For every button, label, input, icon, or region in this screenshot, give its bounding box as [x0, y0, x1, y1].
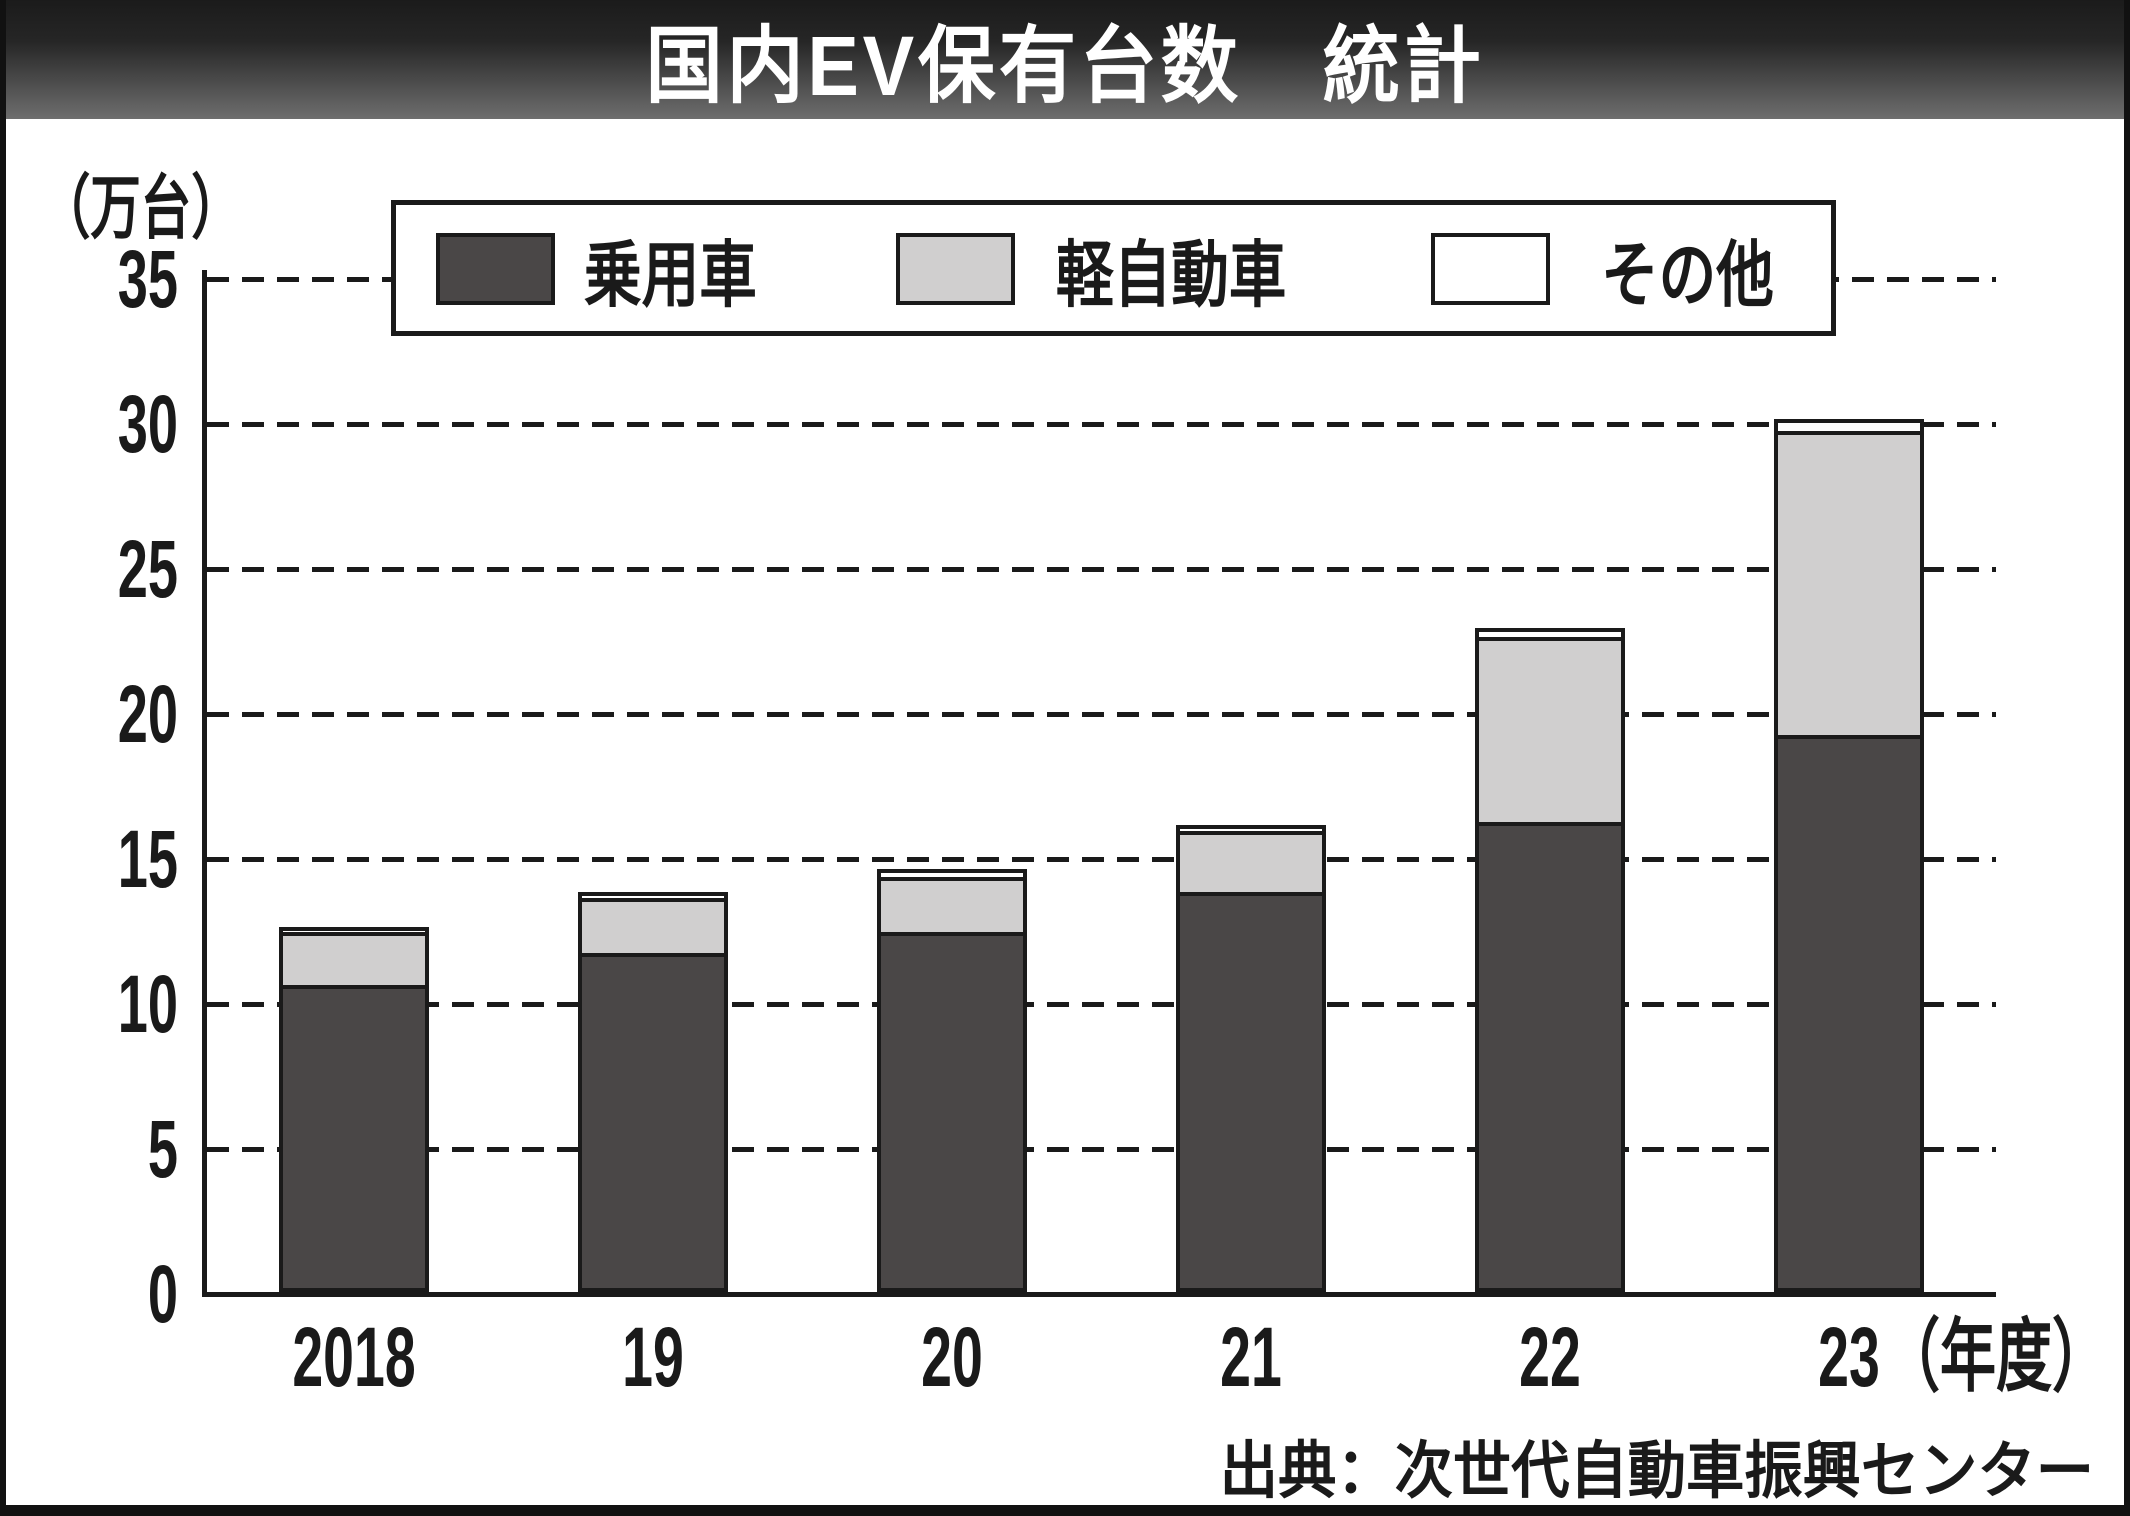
bar-23: [1774, 419, 1924, 1292]
bar-segment-kei-22: [1479, 636, 1621, 827]
bar-21: [1176, 825, 1326, 1292]
y-tick-label-35: 35: [117, 234, 178, 325]
bar-segment-kei-2018: [283, 932, 425, 989]
gridline-10: [207, 1002, 1996, 1007]
x-axis-label-20: 20: [921, 1310, 983, 1404]
bar-segment-passenger-19: [582, 952, 724, 1288]
y-axis-unit-label: （万台）: [40, 169, 242, 247]
y-axis-line: [202, 270, 207, 1297]
gridline-15: [207, 857, 1996, 862]
x-axis-label-19: 19: [622, 1310, 684, 1404]
y-tick-label-30: 30: [117, 379, 178, 470]
gridline-25: [207, 567, 1996, 572]
legend-label-other: その他: [1601, 235, 1774, 316]
gridline-20: [207, 712, 1996, 717]
x-axis-label-21: 21: [1220, 1310, 1282, 1404]
source-credit: 出典：次世代自動車振興センター: [1219, 1437, 2094, 1506]
y-tick-label-5: 5: [147, 1104, 178, 1195]
x-axis-label-23: 23: [1818, 1310, 1880, 1404]
legend-label-kei: 軽自動車: [1056, 235, 1287, 316]
legend-swatch-kei: [896, 233, 1015, 305]
bar-2018: [279, 927, 429, 1292]
y-tick-label-0: 0: [147, 1249, 178, 1340]
bar-segment-passenger-21: [1180, 891, 1322, 1288]
legend-label-passenger: 乗用車: [584, 235, 757, 316]
bar-20: [877, 869, 1027, 1292]
y-tick-label-15: 15: [117, 814, 178, 905]
y-tick-label-10: 10: [117, 959, 178, 1050]
x-axis-suffix: （年度）: [1884, 1312, 2108, 1401]
x-axis-label-22: 22: [1519, 1310, 1581, 1404]
bar-segment-kei-21: [1180, 830, 1322, 896]
x-axis-line: [202, 1292, 1996, 1297]
legend-swatch-passenger: [436, 233, 555, 305]
title-band: 国内EV保有台数 統計: [6, 0, 2124, 119]
y-tick-label-25: 25: [117, 524, 178, 615]
bar-segment-kei-19: [582, 897, 724, 957]
bar-segment-kei-23: [1778, 430, 1920, 740]
bar-22: [1475, 628, 1625, 1292]
legend-box: 乗用車 軽自動車 その他: [391, 200, 1836, 336]
bar-19: [578, 892, 728, 1292]
gridline-5: [207, 1147, 1996, 1152]
chart-title: 国内EV保有台数 統計: [645, 19, 1485, 113]
gridline-30: [207, 422, 1996, 427]
bar-segment-passenger-22: [1479, 822, 1621, 1288]
bar-segment-passenger-2018: [283, 984, 425, 1288]
x-axis-label-2018: 2018: [292, 1310, 416, 1404]
legend-swatch-other: [1431, 233, 1550, 305]
bar-segment-kei-20: [881, 877, 1023, 937]
bar-segment-passenger-23: [1778, 735, 1920, 1288]
bar-segment-passenger-20: [881, 932, 1023, 1288]
y-tick-label-20: 20: [117, 669, 178, 760]
